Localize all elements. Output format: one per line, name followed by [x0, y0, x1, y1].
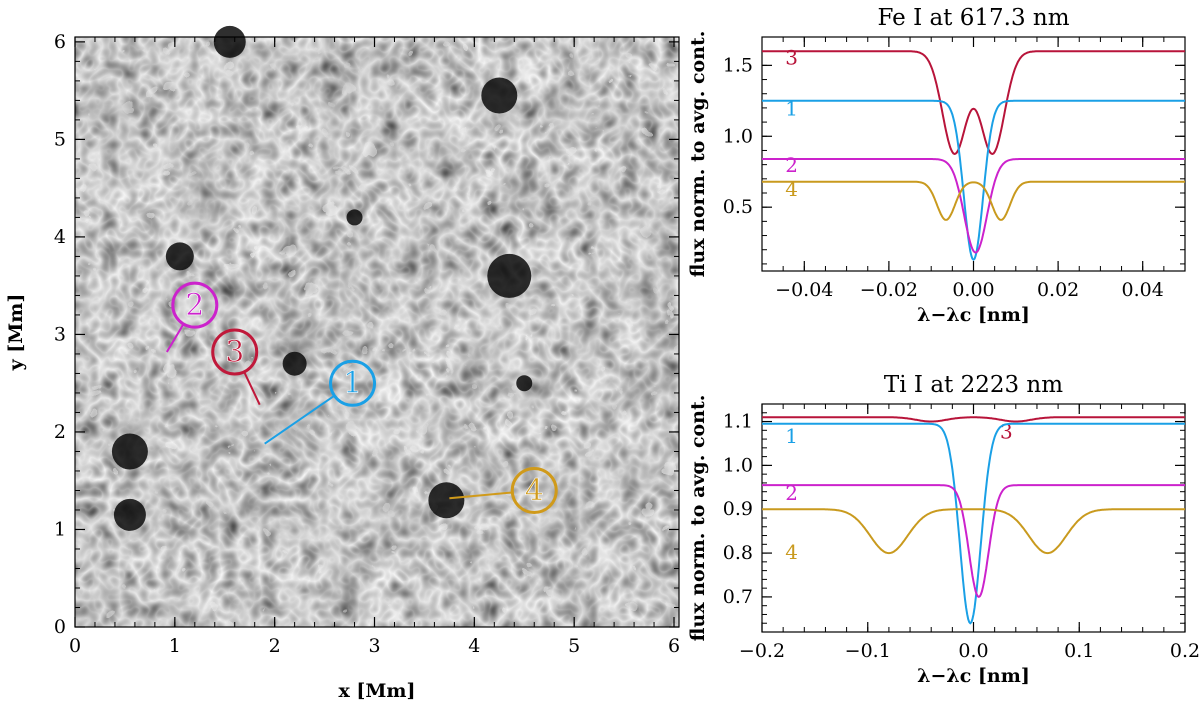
- dark-feature: [428, 482, 465, 519]
- ti-series-label: 2: [785, 481, 798, 505]
- ti-series-line: [762, 508, 1185, 555]
- ti-series-label: 4: [785, 540, 798, 564]
- fe-x-axis-label: λ−λc [nm]: [917, 304, 1030, 326]
- fe-x-tick-label: 0.04: [1122, 279, 1164, 301]
- fe-line-profile-panel: Fe I at 617.3 nm −0.04 −0.02 0.00 0.02 0.04 0…: [687, 5, 1186, 326]
- map-x-axis-label: x [Mm]: [338, 680, 415, 702]
- marker-circle: [171, 281, 219, 329]
- fe-y-tick-label: 1.0: [723, 125, 753, 147]
- map-frame: [74, 36, 680, 628]
- dark-feature: [165, 242, 194, 271]
- ti-line-profile-panel: Ti I at 2223 nm −0.2 −0.1 0.0 0.1 0.2 0.7 0.8 0…: [687, 372, 1200, 687]
- ti-plot-frame: [761, 403, 1186, 633]
- dark-feature: [516, 375, 533, 392]
- marker-leader-line: [243, 371, 261, 406]
- fe-series-line: [762, 158, 1185, 254]
- marker-leader-line: [165, 323, 185, 353]
- dark-magnetic-features: [111, 25, 533, 531]
- map-y-tick-label: 3: [54, 323, 66, 345]
- ti-panel-title: Ti I at 2223 nm: [884, 372, 1063, 398]
- fe-x-tick-label: 0.02: [1037, 279, 1079, 301]
- ti-y-tick-label: 0.9: [723, 498, 753, 520]
- ti-y-tick-label: 1.1: [723, 411, 753, 433]
- ti-series-label: 1: [785, 424, 798, 448]
- marker-label: 4: [525, 473, 544, 508]
- ti-y-tick-label: 1.0: [723, 454, 753, 476]
- fe-series-label: 2: [785, 153, 798, 177]
- map-y-tick-label: 1: [54, 518, 66, 540]
- fe-x-tick-label: −0.04: [775, 279, 833, 301]
- ti-x-tick-label: 0.2: [1170, 640, 1200, 662]
- ti-y-tick-label: 0.7: [723, 586, 753, 608]
- map-y-tick-label: 4: [54, 226, 66, 248]
- ti-x-axis-label: λ−λc [nm]: [917, 665, 1030, 687]
- location-markers: 1 23 4: [165, 281, 558, 514]
- map-x-tick-label: 5: [568, 635, 580, 657]
- map-x-tick-label: 3: [368, 635, 380, 657]
- fe-x-tick-label: −0.02: [860, 279, 918, 301]
- dark-feature: [487, 253, 532, 298]
- fe-series-label: 4: [785, 177, 798, 201]
- ti-y-tick-label: 0.8: [723, 542, 753, 564]
- fe-series-line: [762, 180, 1185, 221]
- ti-x-tick-label: −0.1: [845, 640, 891, 662]
- fe-series: 3 1 24: [762, 45, 1185, 262]
- map-y-tick-label: 6: [54, 31, 66, 53]
- dark-feature: [113, 498, 146, 531]
- fe-y-tick-label: 0.5: [723, 196, 753, 218]
- marker-label: 2: [185, 288, 204, 323]
- fe-y-axis-label: flux norm. to avg. cont.: [687, 31, 709, 278]
- map-y-tick-label: 0: [54, 616, 66, 638]
- fe-x-tick-label: 0.00: [952, 279, 994, 301]
- dark-feature: [111, 433, 148, 470]
- fe-series-line: [762, 50, 1185, 155]
- fe-y-tick-label: 1.5: [723, 54, 753, 76]
- map-x-tick-label: 6: [668, 635, 680, 657]
- marker-leader-line: [264, 394, 335, 445]
- fe-series-line: [762, 99, 1185, 262]
- map-x-tick-label: 0: [69, 635, 81, 657]
- marker-leader-line: [449, 491, 513, 500]
- dark-feature: [481, 77, 518, 114]
- dark-feature: [346, 209, 363, 226]
- granulation-image: [75, 37, 679, 627]
- ti-series-line: [762, 484, 1185, 599]
- ti-x-tick-label: 0.1: [1064, 640, 1094, 662]
- fe-plot-frame: [761, 36, 1186, 272]
- map-x-tick-label: 2: [269, 635, 281, 657]
- marker-circle: [510, 466, 558, 514]
- map-y-tick-label: 5: [54, 128, 66, 150]
- ti-ticks: −0.2 −0.1 0.0 0.1 0.2 0.7 0.8 0.9 1.0 1.1: [723, 403, 1200, 662]
- marker-circle: [329, 359, 377, 407]
- dark-feature: [213, 25, 246, 58]
- ti-x-tick-label: 0.0: [958, 640, 988, 662]
- marker-circle: [211, 328, 259, 376]
- marker-label: 3: [225, 335, 244, 370]
- map-y-tick-label: 2: [54, 421, 66, 443]
- map-y-axis-label: y [Mm]: [5, 294, 27, 372]
- fe-panel-title: Fe I at 617.3 nm: [877, 5, 1069, 31]
- fe-ticks: −0.04 −0.02 0.00 0.02 0.04 0.5 1.0 1.5: [723, 36, 1186, 301]
- ti-x-tick-label: −0.2: [739, 640, 785, 662]
- ti-series-line: [762, 416, 1185, 423]
- fe-series-label: 1: [785, 96, 798, 120]
- map-x-tick-label: 1: [169, 635, 181, 657]
- map-x-tick-label: 4: [468, 635, 480, 657]
- ti-series-line: [762, 422, 1185, 625]
- dark-feature: [282, 351, 307, 376]
- ti-y-axis-label: flux norm. to avg. cont.: [687, 395, 709, 642]
- marker-label: 1: [343, 366, 362, 401]
- fe-series-label: 3: [785, 45, 798, 69]
